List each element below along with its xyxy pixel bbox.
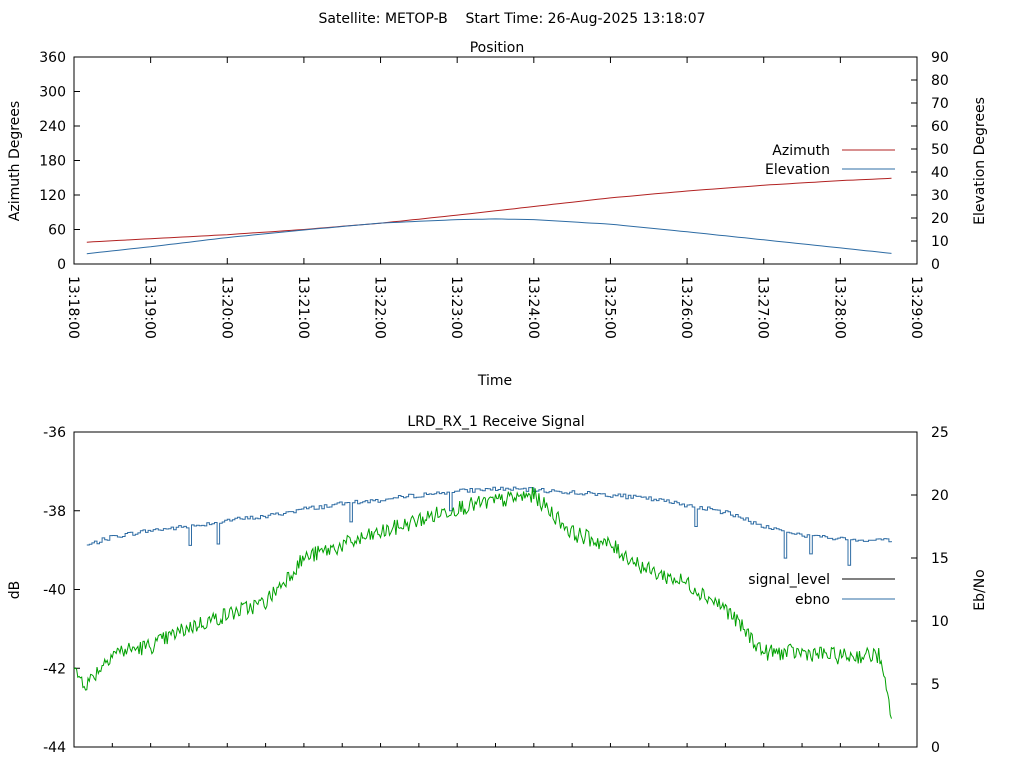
signal-y-axis: -44 -42 -40 -38 -36: [43, 425, 80, 756]
position-legend-label: Elevation: [765, 162, 830, 178]
signal-y2-tick-label: 20: [931, 488, 949, 504]
signal-y2-axis-label: Eb/No: [972, 569, 988, 611]
position-y2-tick-label: 80: [931, 73, 949, 89]
signal-y2-tick-label: 5: [931, 677, 940, 693]
position-plot-frame: [73, 56, 918, 265]
position-y2-tick-label: 0: [931, 257, 940, 273]
position-y-tick-label: 240: [39, 119, 66, 135]
position-y-tick-label: 300: [39, 85, 66, 101]
position-y-tick-label: 180: [39, 154, 66, 170]
position-y2-tick-label: 60: [931, 119, 949, 135]
position-y-tick-label: 0: [57, 257, 66, 273]
signal-y2-tick-label: 25: [931, 425, 949, 441]
position-x-tick-label: 13:25:00: [601, 276, 617, 339]
chart-header: Satellite: METOP-B Start Time: 26-Aug-20…: [318, 11, 705, 27]
signal-y-tick-label: -36: [43, 425, 66, 441]
position-x-tick-label: 13:20:00: [218, 276, 234, 339]
signal-y-tick-label: -40: [43, 583, 66, 599]
signal-y-axis-label: dB: [7, 581, 23, 600]
signal-series-line-ebno: [86, 486, 892, 566]
signal-series-line-green: [73, 487, 892, 719]
signal-y2-axis: 0 5 10 15 20 25: [911, 425, 949, 756]
signal-legend-label: ebno: [795, 592, 830, 608]
position-x-tick-label: 13:21:00: [295, 276, 311, 339]
position-series-line-elevation: [86, 218, 892, 255]
position-legend: Azimuth Elevation: [765, 143, 895, 178]
position-y-tick-label: 60: [48, 223, 66, 239]
signal-y-tick-label: -38: [43, 504, 66, 520]
position-series: [86, 177, 892, 255]
signal-chart: LRD_RX_1 Receive Signal -44-42-40-38-36 …: [7, 414, 988, 756]
signal-plot-frame: [73, 431, 918, 748]
position-y2-tick-label: 50: [931, 142, 949, 158]
position-chart-title: Position: [470, 40, 525, 56]
signal-y2-tick-label: 15: [931, 551, 949, 567]
position-y-tick-label: 120: [39, 188, 66, 204]
position-x-tick-label: 13:24:00: [525, 276, 541, 339]
position-x-tick-label: 13:19:00: [142, 276, 158, 339]
position-y2-tick-label: 30: [931, 188, 949, 204]
position-x-axis: 13:18:00 13:19:00 13:20:00 13:21:00 13:22:00…: [65, 57, 924, 339]
signal-y2-tick-label: 0: [931, 740, 940, 756]
position-x-tick-label: 13:18:00: [65, 276, 81, 339]
signal-legend-label: signal_level: [748, 572, 830, 588]
position-x-tick-label: 13:28:00: [831, 276, 847, 339]
position-y2-axis: 0 10 20 30 40 50 60 70 80 90: [911, 50, 949, 273]
position-x-tick-label: 13:26:00: [678, 276, 694, 339]
position-y2-tick-label: 10: [931, 234, 949, 250]
signal-chart-title: LRD_RX_1 Receive Signal: [407, 414, 584, 430]
position-series-line-azimuth: [86, 177, 892, 243]
position-y2-axis-label: Elevation Degrees: [972, 97, 988, 225]
position-y2-tick-label: 20: [931, 211, 949, 227]
position-y-axis-label: Azimuth Degrees: [7, 101, 23, 221]
position-chart: Position 13:18:00 13:19:00 13:20:00 13:21:0…: [7, 40, 988, 389]
position-x-tick-label: 13:29:00: [908, 276, 924, 339]
position-x-tick-label: 13:22:00: [372, 276, 388, 339]
signal-x-axis: [73, 743, 918, 747]
signal-y-tick-label: -42: [43, 661, 66, 677]
position-y-tick-label: 360: [39, 50, 66, 66]
position-x-tick-label: 13:23:00: [448, 276, 464, 339]
position-x-tick-label: 13:27:00: [755, 276, 771, 339]
position-y-axis: 0 60 120 180 240 300 360: [39, 50, 80, 273]
position-y2-tick-label: 90: [931, 50, 949, 66]
position-y2-tick-label: 70: [931, 96, 949, 112]
position-x-axis-label: Time: [477, 373, 512, 389]
signal-y2-tick-label: 10: [931, 614, 949, 630]
position-legend-label: Azimuth: [772, 143, 830, 159]
signal-y-tick-label: -44: [43, 740, 66, 756]
signal-series: [73, 486, 892, 719]
position-y2-tick-label: 40: [931, 165, 949, 181]
